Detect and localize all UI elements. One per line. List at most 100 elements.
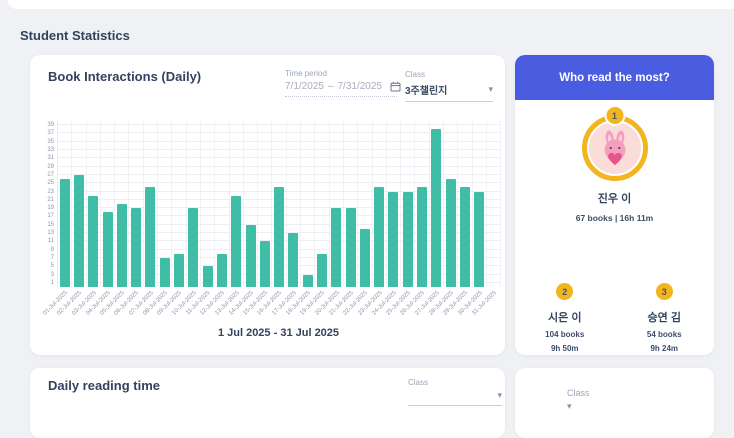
bar-09-Jul-2025[interactable] bbox=[174, 253, 185, 287]
bar-27-Jul-2025[interactable] bbox=[431, 129, 442, 287]
bar-25-Jul-2025[interactable] bbox=[402, 191, 413, 287]
champion-avatar-wrap: 1 bbox=[581, 107, 648, 181]
leaderboard-runners: 2 시은 이 104 books 9h 50m 3 승연 김 54 books … bbox=[515, 283, 714, 353]
bar-07-Jul-2025[interactable] bbox=[145, 187, 156, 287]
bar-19-Jul-2025[interactable] bbox=[316, 253, 327, 287]
time-period-separator: – bbox=[327, 81, 334, 92]
class-select-value[interactable]: 3주챌린지 bbox=[405, 86, 448, 97]
y-tick-label: 39 bbox=[47, 122, 54, 129]
bar-03-Jul-2025[interactable] bbox=[88, 195, 99, 287]
bar-slot: 21-Jul-2025 bbox=[328, 121, 359, 317]
chevron-down-icon[interactable]: ▾ bbox=[488, 84, 493, 94]
bar-06-Jul-2025[interactable] bbox=[131, 208, 142, 287]
rank-2-books: 104 books bbox=[545, 330, 585, 339]
time-period-end[interactable]: 7/31/2025 bbox=[337, 81, 383, 92]
avatar bbox=[588, 122, 641, 174]
bar-slot: 03-Jul-2025 bbox=[71, 121, 101, 317]
daily-class-select[interactable]: Class ▾ bbox=[408, 378, 502, 406]
h-gridline bbox=[58, 157, 501, 159]
y-tick-label: 31 bbox=[47, 155, 54, 162]
time-period-field[interactable]: Time period 7/1/2025 – 7/31/2025 bbox=[285, 69, 401, 97]
bar-16-Jul-2025[interactable] bbox=[274, 187, 285, 287]
h-gridline bbox=[58, 165, 501, 167]
rank-2-time: 9h 50m bbox=[550, 344, 579, 353]
bar-slot: 09-Jul-2025 bbox=[157, 121, 187, 317]
bar-24-Jul-2025[interactable] bbox=[388, 191, 399, 287]
bar-11-Jul-2025[interactable] bbox=[202, 266, 213, 287]
y-tick-label: 17 bbox=[47, 213, 54, 220]
bar-08-Jul-2025[interactable] bbox=[159, 257, 170, 287]
leaderboard-card: Who read the most? 1 bbox=[515, 55, 714, 355]
h-gridline bbox=[58, 124, 501, 126]
h-gridline bbox=[58, 173, 501, 175]
bar-23-Jul-2025[interactable] bbox=[374, 187, 385, 287]
h-gridline bbox=[58, 182, 501, 184]
bar-30-Jul-2025[interactable] bbox=[474, 191, 485, 287]
bar-01-Jul-2025[interactable] bbox=[59, 179, 70, 287]
bar-15-Jul-2025[interactable] bbox=[259, 241, 270, 287]
time-period-start[interactable]: 7/1/2025 bbox=[285, 81, 324, 92]
rank-2-entry: 2 시은 이 104 books 9h 50m bbox=[515, 283, 615, 353]
bar-29-Jul-2025[interactable] bbox=[459, 187, 470, 287]
bar-21-Jul-2025[interactable] bbox=[345, 208, 356, 287]
y-tick-label: 15 bbox=[47, 221, 54, 228]
bar-05-Jul-2025[interactable] bbox=[116, 204, 127, 287]
daily-reading-title: Daily reading time bbox=[48, 378, 160, 393]
champion-ring bbox=[581, 115, 648, 181]
y-tick-label: 33 bbox=[47, 147, 54, 154]
bar-slot: 18-Jul-2025 bbox=[285, 121, 316, 317]
bar-18-Jul-2025[interactable] bbox=[302, 274, 313, 287]
bar-22-Jul-2025[interactable] bbox=[359, 228, 370, 287]
daily-class-label: Class bbox=[408, 378, 429, 387]
bar-slot: 07-Jul-2025 bbox=[128, 121, 159, 317]
bar-slot: 08-Jul-2025 bbox=[142, 121, 173, 317]
chart-card-title: Book Interactions (Daily) bbox=[48, 69, 202, 84]
y-tick-label: 11 bbox=[47, 238, 54, 245]
bar-26-Jul-2025[interactable] bbox=[417, 187, 428, 287]
bar-slot: 12-Jul-2025 bbox=[200, 121, 230, 317]
bar-slots: 01-Jul-2025 02-Jul-2025 03-Jul-2025 04-Jul-… bbox=[42, 121, 502, 317]
bar-slot: 30-Jul-2025 bbox=[457, 121, 487, 317]
bunny-icon bbox=[604, 130, 625, 166]
bar-slot: 05-Jul-2025 bbox=[99, 121, 130, 317]
bar-slot: 01-Jul-2025 bbox=[42, 121, 73, 317]
bar-slot: 27-Jul-2025 bbox=[414, 121, 445, 317]
time-period-label: Time period bbox=[285, 69, 327, 78]
bar-13-Jul-2025[interactable] bbox=[231, 195, 242, 287]
bar-slot: 02-Jul-2025 bbox=[57, 121, 87, 317]
leaderboard-header-title: Who read the most? bbox=[559, 71, 670, 84]
rank-3-entry: 3 승연 김 54 books 9h 24m bbox=[615, 283, 715, 353]
book-interactions-card: Book Interactions (Daily) Time period 7/… bbox=[30, 55, 505, 355]
rank-3-books: 54 books bbox=[646, 330, 682, 339]
bar-slot: 04-Jul-2025 bbox=[85, 121, 116, 317]
bar-slot: 22-Jul-2025 bbox=[342, 121, 373, 317]
bottom-right-card: Class ▾ bbox=[515, 368, 714, 438]
rank-3-name: 승연 김 bbox=[647, 312, 681, 324]
chevron-down-icon[interactable]: ▾ bbox=[497, 390, 502, 400]
bar-slot: 10-Jul-2025 bbox=[171, 121, 201, 317]
h-gridline bbox=[58, 140, 501, 142]
rank-3-badge: 3 bbox=[655, 283, 673, 300]
bar-slot: 24-Jul-2025 bbox=[371, 121, 402, 317]
bar-slot: 29-Jul-2025 bbox=[443, 121, 473, 317]
calendar-icon[interactable] bbox=[390, 81, 401, 92]
bar-04-Jul-2025[interactable] bbox=[102, 212, 113, 287]
bar-28-Jul-2025[interactable] bbox=[445, 179, 456, 287]
y-tick-label: 21 bbox=[47, 196, 54, 203]
chevron-down-icon[interactable]: ▾ bbox=[567, 401, 572, 411]
class-select[interactable]: Class 3주챌린지 ▾ bbox=[405, 70, 493, 102]
bar-slot: 20-Jul-2025 bbox=[314, 121, 344, 317]
bar-slot: 14-Jul-2025 bbox=[228, 121, 259, 317]
bar-slot: 25-Jul-2025 bbox=[385, 121, 416, 317]
bottom-right-class-select[interactable]: Class ▾ bbox=[567, 388, 657, 412]
bar-12-Jul-2025[interactable] bbox=[216, 253, 227, 287]
y-tick-label: 7 bbox=[50, 254, 54, 261]
y-tick-label: 5 bbox=[50, 263, 54, 270]
leaderboard-header: Who read the most? bbox=[515, 55, 714, 100]
bar-20-Jul-2025[interactable] bbox=[331, 208, 342, 287]
bar-02-Jul-2025[interactable] bbox=[73, 174, 84, 287]
bar-10-Jul-2025[interactable] bbox=[188, 208, 199, 287]
bar-14-Jul-2025[interactable] bbox=[245, 224, 256, 287]
h-gridline bbox=[58, 132, 501, 134]
bar-17-Jul-2025[interactable] bbox=[288, 233, 299, 287]
